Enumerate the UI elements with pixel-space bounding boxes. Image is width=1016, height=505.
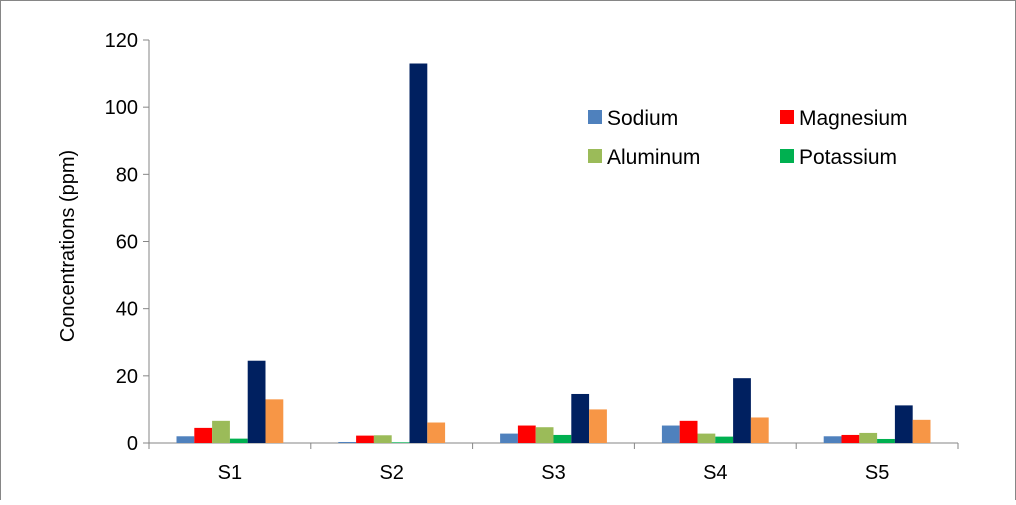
bar: [912, 419, 931, 443]
bar: [679, 420, 698, 443]
y-tick-label: 100: [105, 97, 138, 119]
bar: [823, 436, 842, 443]
legend-swatch: [780, 149, 794, 163]
bar: [373, 435, 392, 443]
legend-swatch: [588, 110, 602, 124]
bar: [427, 422, 446, 443]
x-tick-label: S1: [218, 462, 242, 484]
legend-swatch: [588, 149, 602, 163]
bar: [194, 427, 213, 443]
bar: [571, 393, 590, 443]
bar: [229, 438, 248, 443]
y-tick-label: 120: [105, 30, 138, 52]
bar: [859, 432, 878, 443]
axes: 0 20 40 60 80 100 120 S1 S2 S3 S4 S5: [105, 30, 959, 484]
bar: [391, 442, 410, 443]
bar: [517, 425, 536, 443]
legend: Sodium Magnesium Aluminum Potassium: [588, 107, 908, 169]
bar: [212, 420, 230, 443]
bar: [589, 409, 607, 443]
x-tick-label: S3: [541, 462, 565, 484]
y-axis-label: Concentrations (ppm): [57, 150, 79, 342]
bar: [535, 427, 554, 443]
legend-label: Magnesium: [799, 107, 908, 130]
legend-label: Potassium: [799, 146, 897, 169]
y-tick-label: 0: [127, 433, 138, 455]
y-tick-label: 20: [116, 366, 138, 388]
y-tick-label: 60: [116, 232, 138, 254]
y-tick-label: 80: [116, 164, 138, 186]
bars-group: [176, 63, 931, 444]
bar: [265, 399, 284, 443]
bar: [894, 405, 913, 443]
bar: [841, 434, 860, 443]
bar: [356, 435, 374, 443]
legend-swatch: [780, 110, 794, 124]
bar: [661, 425, 680, 443]
x-tick-label: S5: [865, 462, 889, 484]
x-tick-label: S2: [379, 462, 403, 484]
bar: [247, 360, 266, 443]
bar: [877, 438, 895, 443]
bar: [697, 433, 716, 443]
x-tick-label: S4: [703, 462, 727, 484]
bar: [715, 436, 734, 443]
legend-label: Aluminum: [607, 146, 700, 169]
bar: [553, 434, 572, 443]
bar: [338, 441, 357, 443]
bar: [733, 378, 751, 443]
y-tick-label: 40: [116, 299, 138, 321]
bar: [176, 436, 195, 443]
bar: [409, 63, 428, 444]
bar: [500, 433, 518, 443]
legend-label: Sodium: [607, 107, 678, 130]
bar: [750, 417, 769, 443]
